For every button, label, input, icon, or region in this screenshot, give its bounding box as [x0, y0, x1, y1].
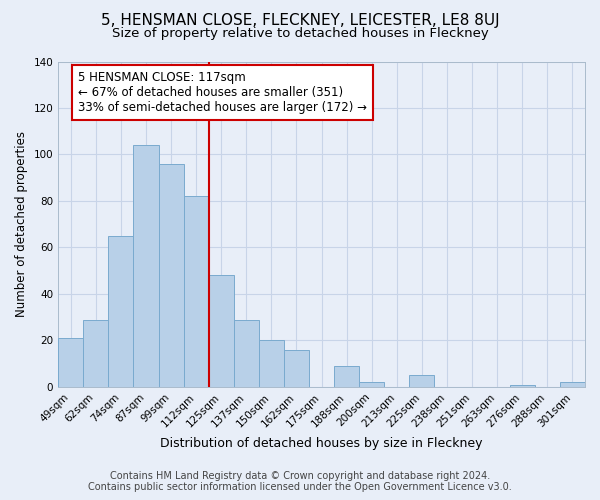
X-axis label: Distribution of detached houses by size in Fleckney: Distribution of detached houses by size … — [160, 437, 483, 450]
Bar — [158, 164, 184, 387]
Bar — [359, 382, 385, 387]
Bar — [334, 366, 359, 387]
Bar — [284, 350, 309, 387]
Y-axis label: Number of detached properties: Number of detached properties — [15, 131, 28, 317]
Bar — [560, 382, 585, 387]
Bar — [83, 320, 109, 387]
Bar — [109, 236, 133, 387]
Text: 5, HENSMAN CLOSE, FLECKNEY, LEICESTER, LE8 8UJ: 5, HENSMAN CLOSE, FLECKNEY, LEICESTER, L… — [101, 12, 499, 28]
Text: 5 HENSMAN CLOSE: 117sqm
← 67% of detached houses are smaller (351)
33% of semi-d: 5 HENSMAN CLOSE: 117sqm ← 67% of detache… — [78, 71, 367, 114]
Bar — [234, 320, 259, 387]
Bar — [184, 196, 209, 387]
Bar — [58, 338, 83, 387]
Bar — [259, 340, 284, 387]
Bar — [409, 376, 434, 387]
Bar — [133, 145, 158, 387]
Text: Size of property relative to detached houses in Fleckney: Size of property relative to detached ho… — [112, 28, 488, 40]
Bar — [209, 276, 234, 387]
Bar — [510, 384, 535, 387]
Text: Contains HM Land Registry data © Crown copyright and database right 2024.
Contai: Contains HM Land Registry data © Crown c… — [88, 471, 512, 492]
